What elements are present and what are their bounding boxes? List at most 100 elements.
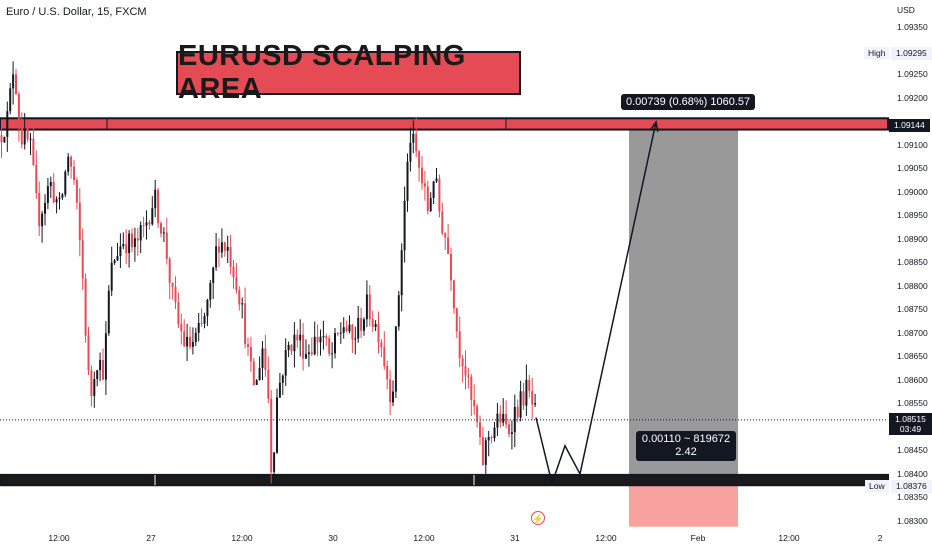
candle (412, 120, 415, 154)
price-tick-label: 1.09000 (897, 186, 928, 197)
candle (322, 320, 325, 350)
candle-body (287, 344, 290, 351)
candle-body (510, 432, 513, 434)
candle (58, 192, 61, 210)
candle (365, 280, 368, 328)
candle (496, 403, 499, 437)
candle (177, 292, 180, 329)
candle-body (412, 133, 415, 143)
candle-body (180, 324, 183, 332)
candle (148, 219, 151, 230)
candle-body (505, 413, 508, 425)
candle (35, 150, 38, 199)
candle-body (90, 370, 93, 396)
candle-body (183, 331, 186, 347)
candle-body (142, 225, 145, 227)
candle-body (493, 427, 496, 439)
time-tick-label: 12:00 (413, 533, 435, 543)
candle (470, 374, 473, 417)
candle (484, 437, 487, 481)
candle (162, 227, 165, 243)
candle-body (261, 348, 264, 368)
candle-body (255, 380, 258, 385)
candle-body (209, 282, 212, 300)
candle (438, 174, 441, 218)
candle-body (342, 327, 345, 333)
candle-body (479, 422, 481, 438)
candle (119, 233, 122, 268)
candle-body (203, 316, 206, 324)
candle (432, 180, 435, 205)
candle-body (113, 260, 116, 263)
candle-body (9, 88, 12, 112)
candle (110, 246, 113, 297)
price-tick-label: 1.08900 (897, 233, 928, 244)
candlestick-series (0, 61, 537, 486)
candle-body (281, 375, 284, 383)
candle-body (84, 278, 87, 336)
candle (203, 312, 206, 329)
candle (505, 400, 508, 429)
candle (252, 358, 255, 386)
candle (235, 262, 238, 294)
title-banner-text: EURUSD SCALPING AREA (178, 40, 466, 105)
candle (73, 160, 75, 185)
candle (305, 339, 307, 360)
candle (270, 389, 273, 484)
candle-body (26, 128, 29, 140)
candle (409, 127, 412, 172)
candle-body (125, 244, 128, 254)
candle-body (3, 136, 6, 143)
measure-stop-label: 0.00110 ~ 819672 2.42 (636, 431, 736, 461)
candle (258, 356, 261, 381)
candle-body (122, 244, 125, 247)
candle-body (119, 246, 122, 256)
candle (220, 228, 223, 258)
price-tick-label: 1.08650 (897, 351, 928, 362)
candle-body (194, 332, 197, 343)
candle-body (336, 333, 339, 335)
candle (136, 227, 139, 256)
candle-body (162, 232, 165, 234)
candle-body (244, 303, 247, 345)
candle (226, 235, 229, 264)
candle-body (508, 424, 510, 434)
candle (186, 323, 189, 362)
candle-body (49, 181, 52, 187)
price-tick-label: 1.08600 (897, 374, 928, 385)
candle (345, 320, 348, 333)
candle (481, 426, 484, 466)
candle-body (528, 379, 531, 392)
resistance-price-tag: 1.09144 (889, 119, 930, 132)
candle-body (307, 352, 310, 355)
candle (351, 323, 354, 354)
candle (493, 421, 496, 442)
candle-body (473, 400, 476, 407)
candle-body (157, 189, 160, 224)
candle (264, 334, 267, 377)
candle-body (299, 334, 302, 341)
lightning-icon[interactable]: ⚡ (531, 511, 545, 525)
candle (276, 388, 278, 455)
candle-body (252, 361, 255, 385)
candle (374, 320, 377, 332)
candle-body (394, 326, 397, 392)
candle (406, 153, 409, 212)
candle-body (23, 128, 26, 145)
candle (3, 136, 6, 143)
candle (0, 121, 3, 158)
candle-body (145, 222, 148, 226)
candle-body (455, 308, 458, 332)
currency-label: USD (897, 5, 915, 15)
candle (534, 393, 537, 408)
candle-body (73, 166, 75, 181)
candle (479, 415, 481, 445)
candle-body (534, 403, 537, 405)
time-tick-label: Feb (690, 533, 706, 543)
current-price-value: 1.08515 (895, 414, 926, 424)
candle-body (296, 334, 299, 341)
candle (487, 430, 490, 457)
candle (403, 186, 406, 263)
candle-body (104, 333, 107, 380)
